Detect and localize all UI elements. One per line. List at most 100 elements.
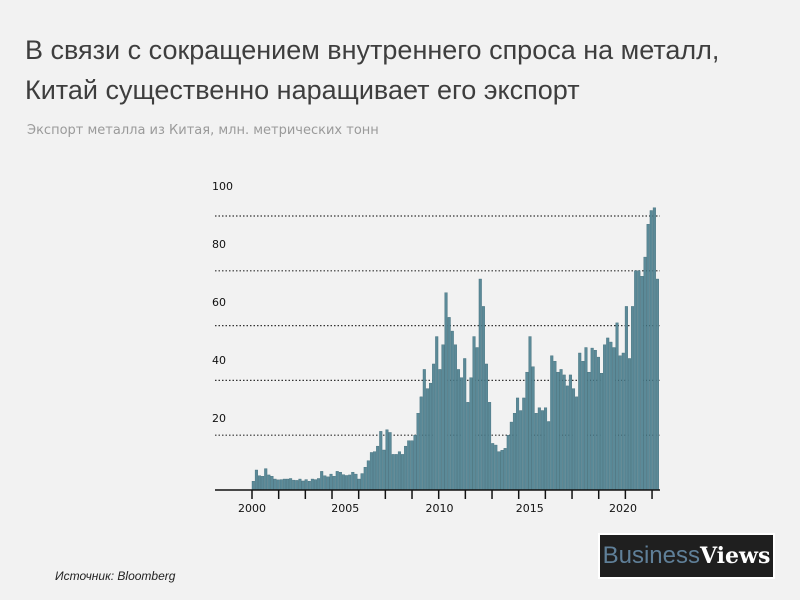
bar [612,347,616,491]
bar [276,479,280,491]
bar [401,454,405,491]
bar [301,480,305,491]
bar [382,449,386,491]
bar [357,478,361,491]
bar [441,344,445,491]
bar [550,355,554,491]
bar [615,322,619,491]
bar [264,468,268,491]
x-tick-label: 2010 [426,502,454,515]
bar [466,402,470,491]
bar [317,478,321,491]
title-line-1: В связи с сокращением внутреннего спроса… [25,35,720,65]
x-tick-label: 2015 [516,502,544,515]
bar [637,270,641,491]
bar [444,292,448,491]
y-tick-label: 40 [212,354,226,367]
bar [528,336,532,491]
chart-title: В связи с сокращением внутреннего спроса… [25,30,795,110]
bar [525,371,529,491]
chart-subtitle: Экспорт металла из Китая, млн. метрическ… [27,123,379,138]
bar [292,479,296,491]
bar [519,410,523,491]
bar [376,445,380,491]
bar [646,224,650,491]
bar [559,369,563,491]
bar [522,397,526,491]
bar [425,388,429,491]
bar [285,478,290,491]
source-note: Источник: Bloomberg [55,569,176,583]
bar [494,444,498,491]
bar [488,402,492,491]
bar [578,352,582,491]
x-tick-label: 2000 [238,502,266,515]
bar [432,363,436,491]
bar [338,471,342,491]
businessviews-logo: Business Views [600,535,773,577]
bar [475,347,479,491]
bar [348,474,352,491]
bar [363,467,367,491]
bar [463,358,467,491]
bar [313,479,317,491]
bar [366,460,370,491]
bar [649,210,653,491]
bar [537,407,541,491]
bar [609,341,613,491]
bar [329,473,333,491]
bar [295,480,299,491]
bar [307,481,311,491]
bar [373,451,377,491]
bar [326,476,330,491]
bar [282,478,286,491]
bar [354,473,358,491]
bar [556,371,560,491]
bar [450,330,454,491]
bar [270,476,274,491]
bar [512,413,516,491]
bar [600,373,604,491]
bar [618,355,622,491]
bar [273,478,277,491]
bar [388,432,392,491]
bar [254,469,258,491]
bar [587,371,591,491]
bar [435,336,439,491]
bar [304,479,308,491]
bar [655,278,659,491]
bar [397,451,401,491]
bar [624,306,628,491]
bar [267,474,271,491]
bar [627,358,631,491]
bar [469,377,473,491]
bar [360,473,364,491]
bar [575,396,579,491]
bar [416,413,420,491]
bar [534,413,538,491]
bar [261,476,265,491]
bar [298,478,302,491]
bar [456,369,460,491]
bar [481,306,485,491]
bar [603,344,607,491]
logo-views: Views [700,543,771,569]
bar [631,306,635,491]
bar [310,478,314,491]
bar [484,363,488,491]
bar [509,421,513,491]
title-line-2: Китай существенно наращивает его экспорт [25,75,580,105]
bar [323,475,327,491]
bar [251,481,255,491]
bar [258,475,262,491]
bar [407,440,411,491]
bar [438,369,442,491]
bar [643,256,647,491]
bar [332,476,336,491]
bar [279,479,283,491]
bar [621,352,625,491]
x-tick-label: 2020 [609,502,637,515]
bar [460,377,464,491]
bar [472,336,476,491]
